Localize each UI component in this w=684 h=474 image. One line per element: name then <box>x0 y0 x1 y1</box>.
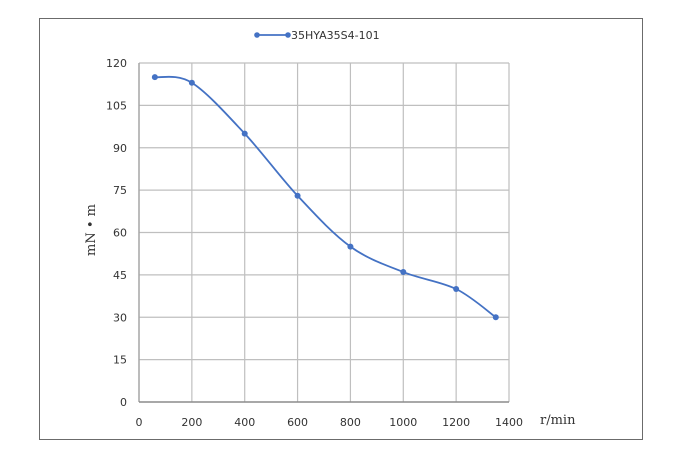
x-tick-label: 0 <box>136 416 143 429</box>
y-tick-label: 30 <box>113 311 127 324</box>
y-tick-label: 60 <box>113 227 127 240</box>
x-tick-label: 1000 <box>389 416 417 429</box>
data-point <box>294 192 301 199</box>
x-tick-label: 1400 <box>495 416 523 429</box>
data-point <box>241 130 248 137</box>
series-markers <box>151 74 499 321</box>
grid-lines <box>139 62 510 402</box>
y-tick-label: 15 <box>113 354 127 367</box>
y-tick-label: 75 <box>113 184 127 197</box>
data-point <box>453 286 460 292</box>
data-point <box>188 79 195 86</box>
legend-label: 35HYA35S4-101 <box>291 29 380 42</box>
x-tick-label: 600 <box>287 416 308 429</box>
data-point <box>151 74 158 81</box>
x-tick-label: 400 <box>234 416 255 429</box>
x-tick-label: 1200 <box>442 416 470 429</box>
data-point <box>400 269 407 276</box>
x-tick-label: 800 <box>340 416 361 429</box>
series-line <box>154 75 497 318</box>
y-tick-label: 105 <box>106 99 127 112</box>
data-point <box>492 314 499 321</box>
axes <box>138 63 509 403</box>
data-point <box>347 243 354 250</box>
y-tick-label: 45 <box>113 269 127 282</box>
y-axis-label: mN • m <box>84 204 99 256</box>
legend-marker-icon <box>285 32 291 38</box>
y-tick-labels: 0 15 30 45 60 75 90 105 120 <box>106 57 127 409</box>
x-tick-labels: 0 200 400 600 800 1000 1200 1400 <box>136 416 524 429</box>
x-axis-label: r/min <box>540 413 576 428</box>
y-tick-label: 90 <box>113 142 127 155</box>
legend: 35HYA35S4-101 <box>254 29 380 42</box>
legend-marker-icon <box>254 32 260 38</box>
y-tick-label: 0 <box>120 396 127 409</box>
y-tick-label: 120 <box>106 57 127 70</box>
x-tick-label: 200 <box>181 416 202 429</box>
